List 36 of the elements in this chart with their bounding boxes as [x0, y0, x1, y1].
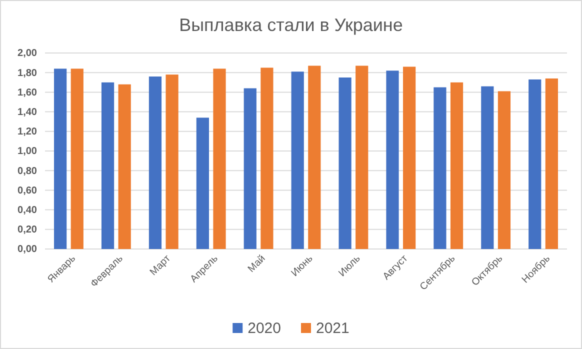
bar: [481, 86, 494, 249]
bar: [166, 74, 178, 249]
legend-label: 2021: [316, 320, 350, 337]
bar: [498, 91, 511, 249]
y-tick-label: 1,00: [18, 146, 38, 158]
y-tick-label: 0,40: [18, 205, 38, 216]
y-tick-label: 0,00: [18, 244, 38, 256]
bar: [338, 78, 352, 249]
bar: [260, 68, 274, 249]
bar: [118, 84, 131, 249]
bar: [54, 68, 67, 249]
y-tick-label: 1,60: [18, 87, 38, 98]
bar: [308, 66, 321, 249]
bar: [196, 118, 209, 249]
bar: [244, 88, 256, 249]
y-tick-label: 2,00: [18, 48, 38, 60]
bar: [101, 82, 114, 249]
bar: [291, 72, 304, 249]
bar: [213, 68, 226, 249]
y-tick-label: 0,60: [18, 185, 38, 196]
legend-label: 2020: [248, 320, 281, 337]
bar: [386, 70, 399, 249]
bar: [403, 66, 416, 249]
bar: [434, 87, 446, 249]
bar: [450, 82, 464, 249]
bar: [528, 79, 542, 249]
chart-title: Выплавка стали в Украине: [179, 15, 403, 35]
y-tick-label: 1,40: [18, 107, 38, 118]
bar: [545, 78, 558, 249]
y-tick-label: 1,80: [18, 68, 38, 79]
y-tick-label: 0,80: [18, 166, 38, 177]
bar: [356, 66, 368, 249]
bar: [148, 76, 162, 249]
y-tick-label: 1,20: [18, 126, 38, 138]
y-tick-label: 0,20: [18, 224, 38, 236]
bar: [70, 68, 84, 249]
